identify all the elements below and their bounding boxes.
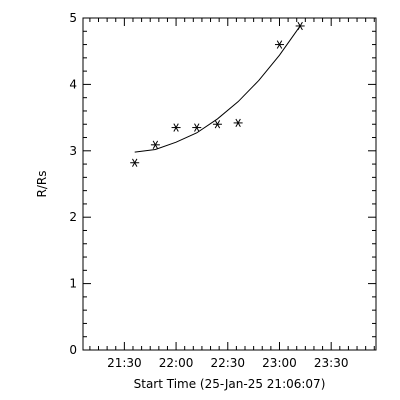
asterisk-stroke [152, 140, 159, 149]
plot-axes [82, 17, 377, 351]
asterisk-stroke [297, 21, 303, 31]
y-tick-label: 3 [69, 144, 77, 158]
data-point-asterisk [192, 123, 202, 132]
y-tick-label: 5 [69, 11, 77, 25]
asterisk-stroke [173, 123, 179, 132]
data-point-asterisk [295, 21, 305, 31]
y-tick-label: 1 [69, 277, 77, 291]
x-tick-label: 23:30 [314, 356, 349, 370]
fit-curve [134, 25, 301, 153]
data-point-asterisk [212, 120, 222, 129]
y-tick-label: 0 [69, 343, 77, 357]
plot-frame [82, 17, 377, 351]
asterisk-stroke [235, 118, 241, 128]
y-tick-label: 2 [69, 210, 77, 224]
y-tick-label: 4 [69, 77, 77, 91]
data-point-asterisk [130, 158, 140, 167]
x-tick-label: 21:30 [107, 356, 142, 370]
data-point-asterisk [233, 118, 243, 128]
asterisk-stroke [214, 120, 221, 129]
x-tick-label: 22:30 [210, 356, 245, 370]
data-points-layer [130, 21, 305, 167]
data-point-asterisk [274, 40, 284, 49]
asterisk-stroke [276, 40, 283, 49]
data-point-asterisk [171, 123, 181, 132]
x-axis-label: Start Time (25-Jan-25 21:06:07) [134, 377, 326, 391]
data-point-asterisk [150, 140, 160, 149]
asterisk-stroke [194, 123, 200, 132]
x-tick-label: 22:00 [159, 356, 194, 370]
axis-ticks: 21:30 22:00 22:30 23:00 23:30 0 1 2 3 4 5 [69, 11, 376, 370]
y-axis-label: R/Rs [35, 171, 49, 198]
asterisk-stroke [132, 158, 138, 167]
fit-curve-layer [134, 25, 301, 153]
x-tick-label: 23:00 [262, 356, 297, 370]
